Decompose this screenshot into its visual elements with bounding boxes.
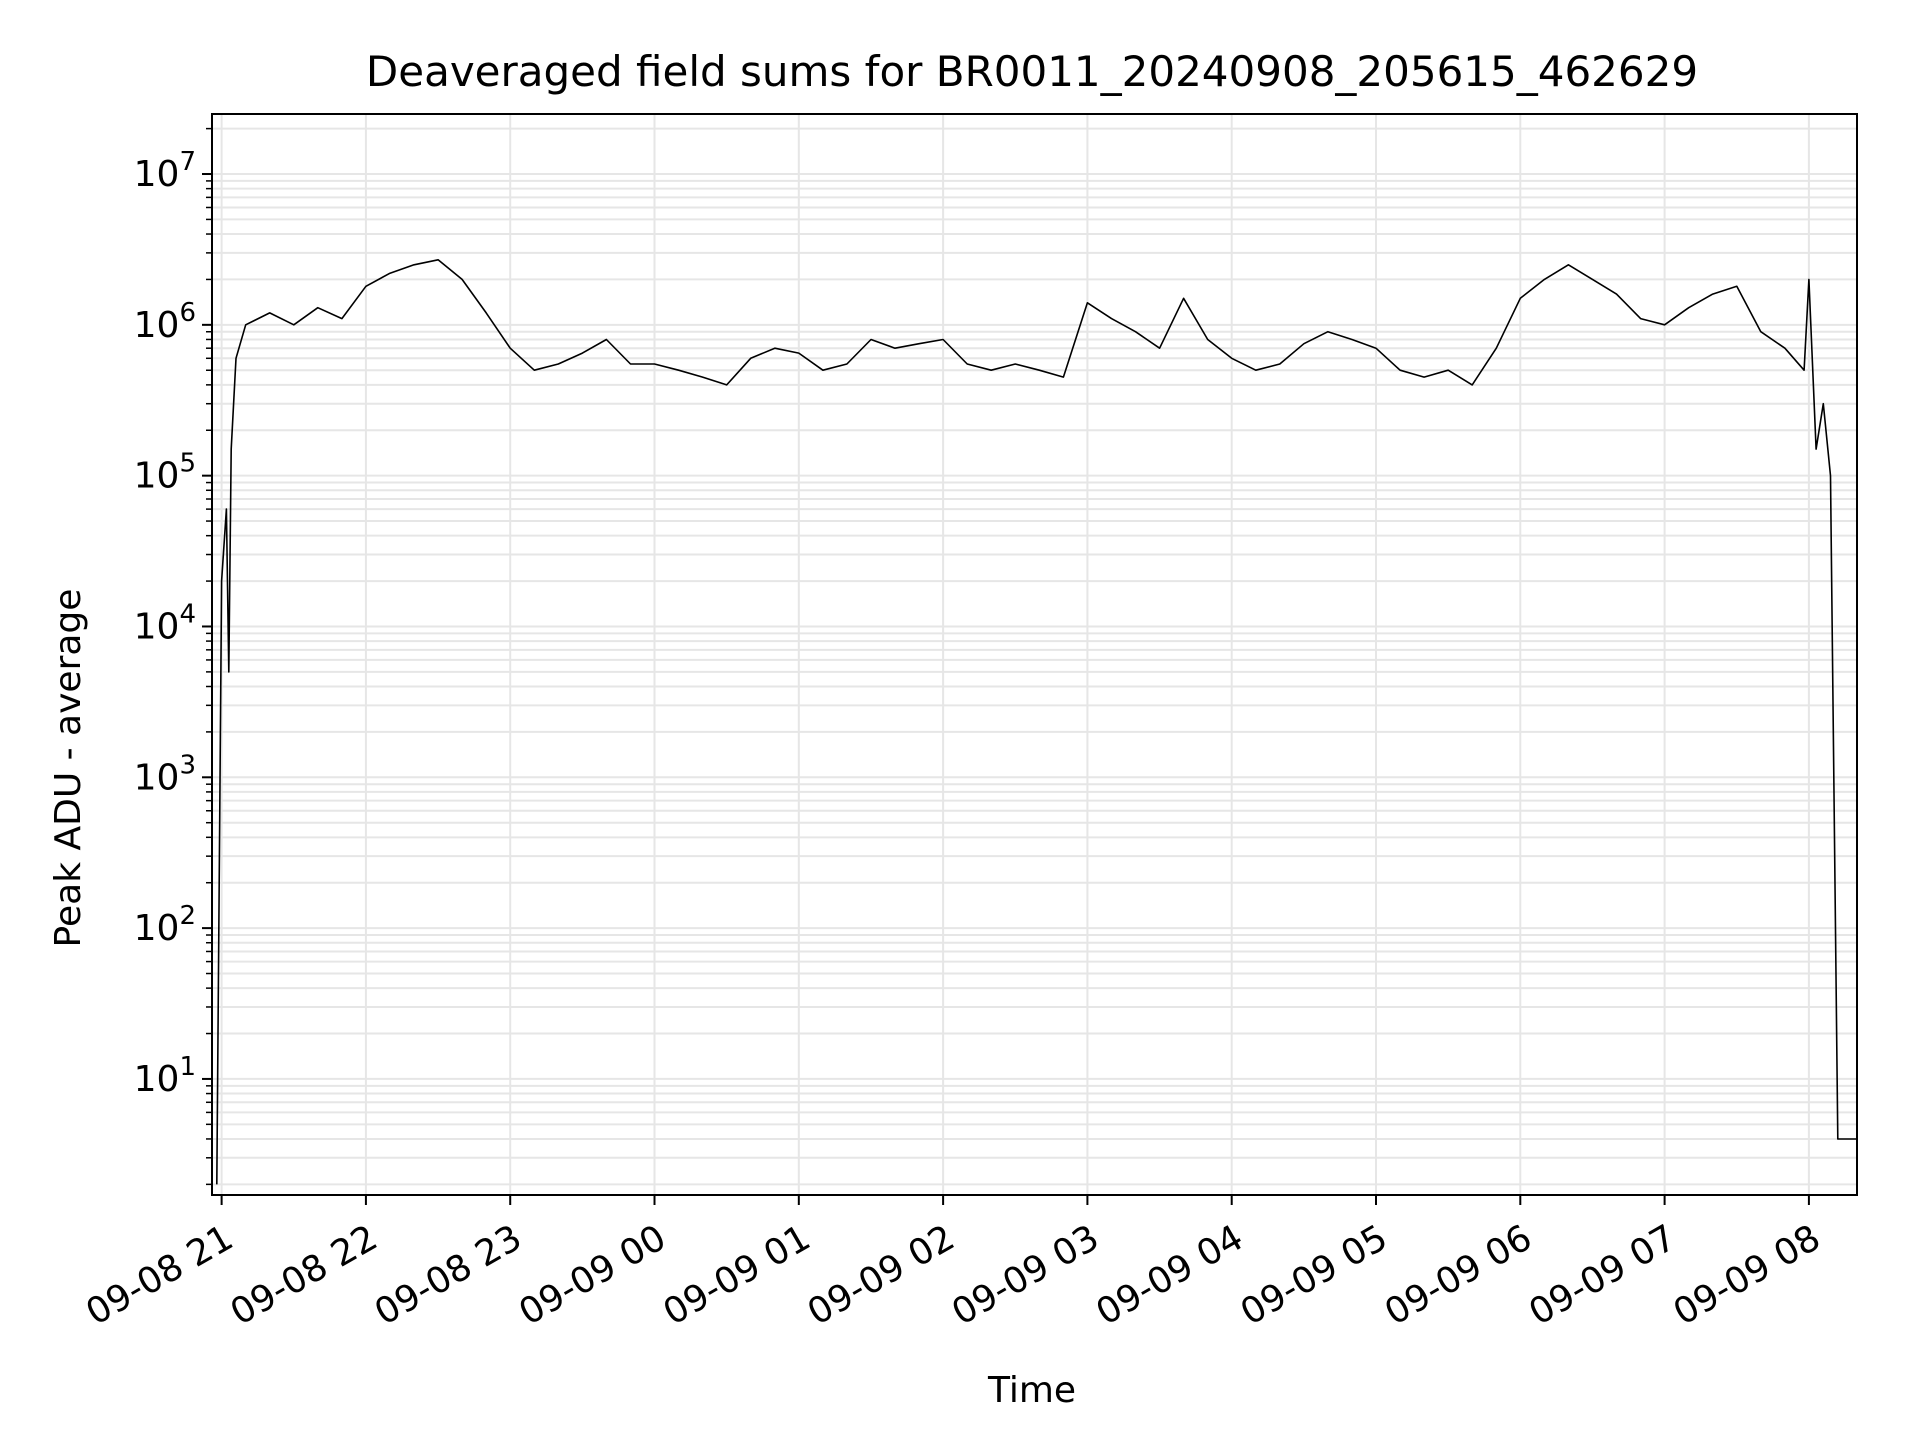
y-tick-label: 107 [134, 147, 196, 195]
data-line [216, 259, 1857, 1185]
y-tick-label: 103 [134, 750, 196, 798]
y-tick-label: 101 [134, 1052, 196, 1100]
y-axis-label: Peak ADU - average [48, 589, 89, 948]
y-tick-label: 106 [134, 298, 196, 346]
plot-frame [211, 113, 1858, 1196]
y-tick-label: 102 [134, 901, 196, 949]
data-series [216, 259, 1857, 1185]
y-axis: 101 102 103 104 105 106 107 [134, 127, 212, 1186]
y-tick-label: 104 [134, 599, 196, 647]
y-tick-label: 105 [134, 449, 196, 497]
chart-title: Deaveraged field sums for BR0011_2024090… [366, 47, 1698, 96]
x-axis-label: Time [987, 1370, 1076, 1411]
grid [212, 114, 1857, 1195]
